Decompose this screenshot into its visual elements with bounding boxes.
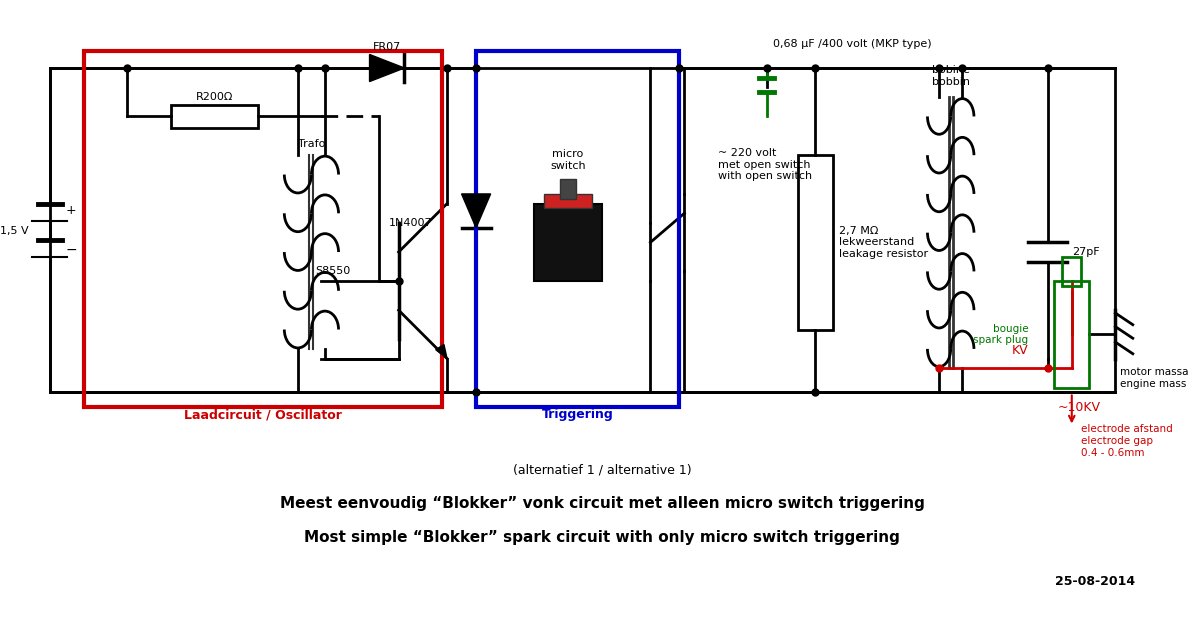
Bar <box>798 155 833 329</box>
Bar <box>544 194 593 209</box>
Bar <box>476 50 679 407</box>
Text: ~10KV: ~10KV <box>1057 401 1100 413</box>
Bar <box>534 203 602 281</box>
Bar <box>1062 257 1081 286</box>
Text: motor massa
engine mass: motor massa engine mass <box>1121 367 1189 389</box>
Polygon shape <box>462 194 491 228</box>
Bar <box>560 180 576 199</box>
Text: 0,68 µF /400 volt (MKP type): 0,68 µF /400 volt (MKP type) <box>773 39 931 49</box>
Text: electrode afstand
electrode gap
0.4 - 0.6mm: electrode afstand electrode gap 0.4 - 0.… <box>1081 425 1174 457</box>
Bar <box>1055 281 1090 387</box>
Text: S8550: S8550 <box>314 266 350 277</box>
Text: Meest eenvoudig “Blokker” vonk circuit met alleen micro switch triggering: Meest eenvoudig “Blokker” vonk circuit m… <box>280 496 924 512</box>
Text: Trafo: Trafo <box>298 139 325 149</box>
Text: KV: KV <box>1012 345 1028 357</box>
Text: 1N4007: 1N4007 <box>389 218 432 228</box>
Text: FR07: FR07 <box>373 42 401 52</box>
Bar <box>170 105 258 128</box>
Text: Triggering: Triggering <box>542 408 613 421</box>
Text: bougie
spark plug: bougie spark plug <box>973 324 1028 345</box>
Text: ~ 220 volt
met open switch
with open switch: ~ 220 volt met open switch with open swi… <box>719 148 812 181</box>
Polygon shape <box>370 54 404 81</box>
Text: Most simple “Blokker” spark circuit with only micro switch triggering: Most simple “Blokker” spark circuit with… <box>304 530 900 546</box>
Text: 25-08-2014: 25-08-2014 <box>1055 575 1135 588</box>
Text: micro
switch: micro switch <box>551 149 586 171</box>
Text: +: + <box>66 204 76 217</box>
Bar <box>84 50 442 407</box>
Polygon shape <box>436 345 448 358</box>
Text: (alternatief 1 / alternative 1): (alternatief 1 / alternative 1) <box>512 464 691 476</box>
Text: 1,5 V: 1,5 V <box>0 226 29 236</box>
Text: R200Ω: R200Ω <box>196 92 233 102</box>
Text: bobine
bobbin: bobine bobbin <box>931 65 970 86</box>
Text: 2,7 MΩ
lekweerstand
leakage resistor: 2,7 MΩ lekweerstand leakage resistor <box>839 226 929 259</box>
Text: Laadcircuit / Oscillator: Laadcircuit / Oscillator <box>184 408 342 421</box>
Text: −: − <box>66 243 77 257</box>
Text: 27pF: 27pF <box>1072 247 1099 257</box>
